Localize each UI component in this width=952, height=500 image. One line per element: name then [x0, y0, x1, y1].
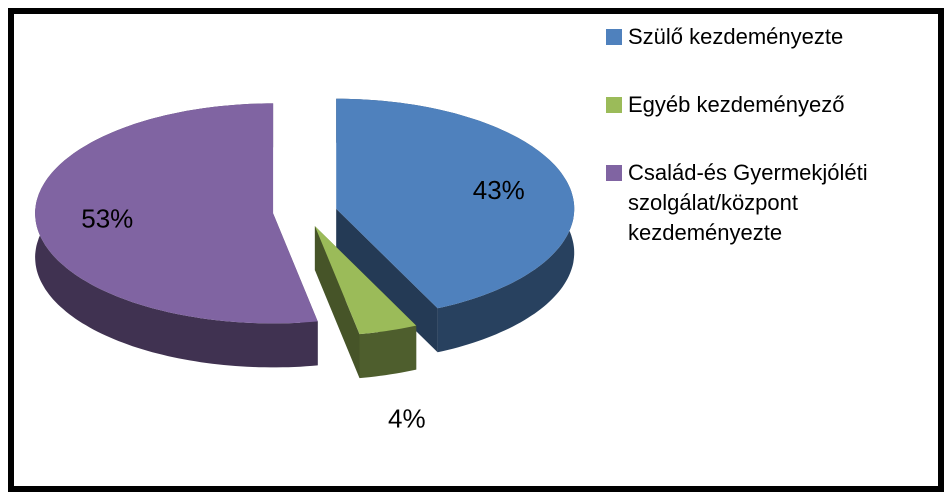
legend: Szülő kezdeményezte Egyéb kezdeményező Csa… [606, 22, 936, 286]
legend-item: Család-és Gyermekjóléti szolgálat/közpon… [606, 158, 936, 248]
data-label: 4% [388, 404, 426, 434]
legend-swatch [606, 29, 622, 45]
legend-label: Egyéb kezdeményező [628, 92, 845, 117]
slice-wall [314, 226, 360, 379]
slice-wall [336, 208, 438, 353]
legend-label: Szülő kezdeményezte [628, 24, 844, 49]
legend-swatch [606, 165, 622, 181]
legend-swatch [606, 97, 622, 113]
chart-frame [8, 8, 944, 492]
data-label: 53% [81, 203, 133, 233]
legend-item: Szülő kezdeményezte [606, 22, 936, 52]
legend-item: Egyéb kezdeményező [606, 90, 936, 120]
data-label: 43% [473, 175, 525, 205]
slice [314, 226, 417, 335]
slice [336, 98, 575, 309]
legend-label: Család-és Gyermekjóléti szolgálat/közpon… [628, 160, 868, 245]
slice-side [359, 325, 417, 379]
slice [35, 103, 318, 324]
